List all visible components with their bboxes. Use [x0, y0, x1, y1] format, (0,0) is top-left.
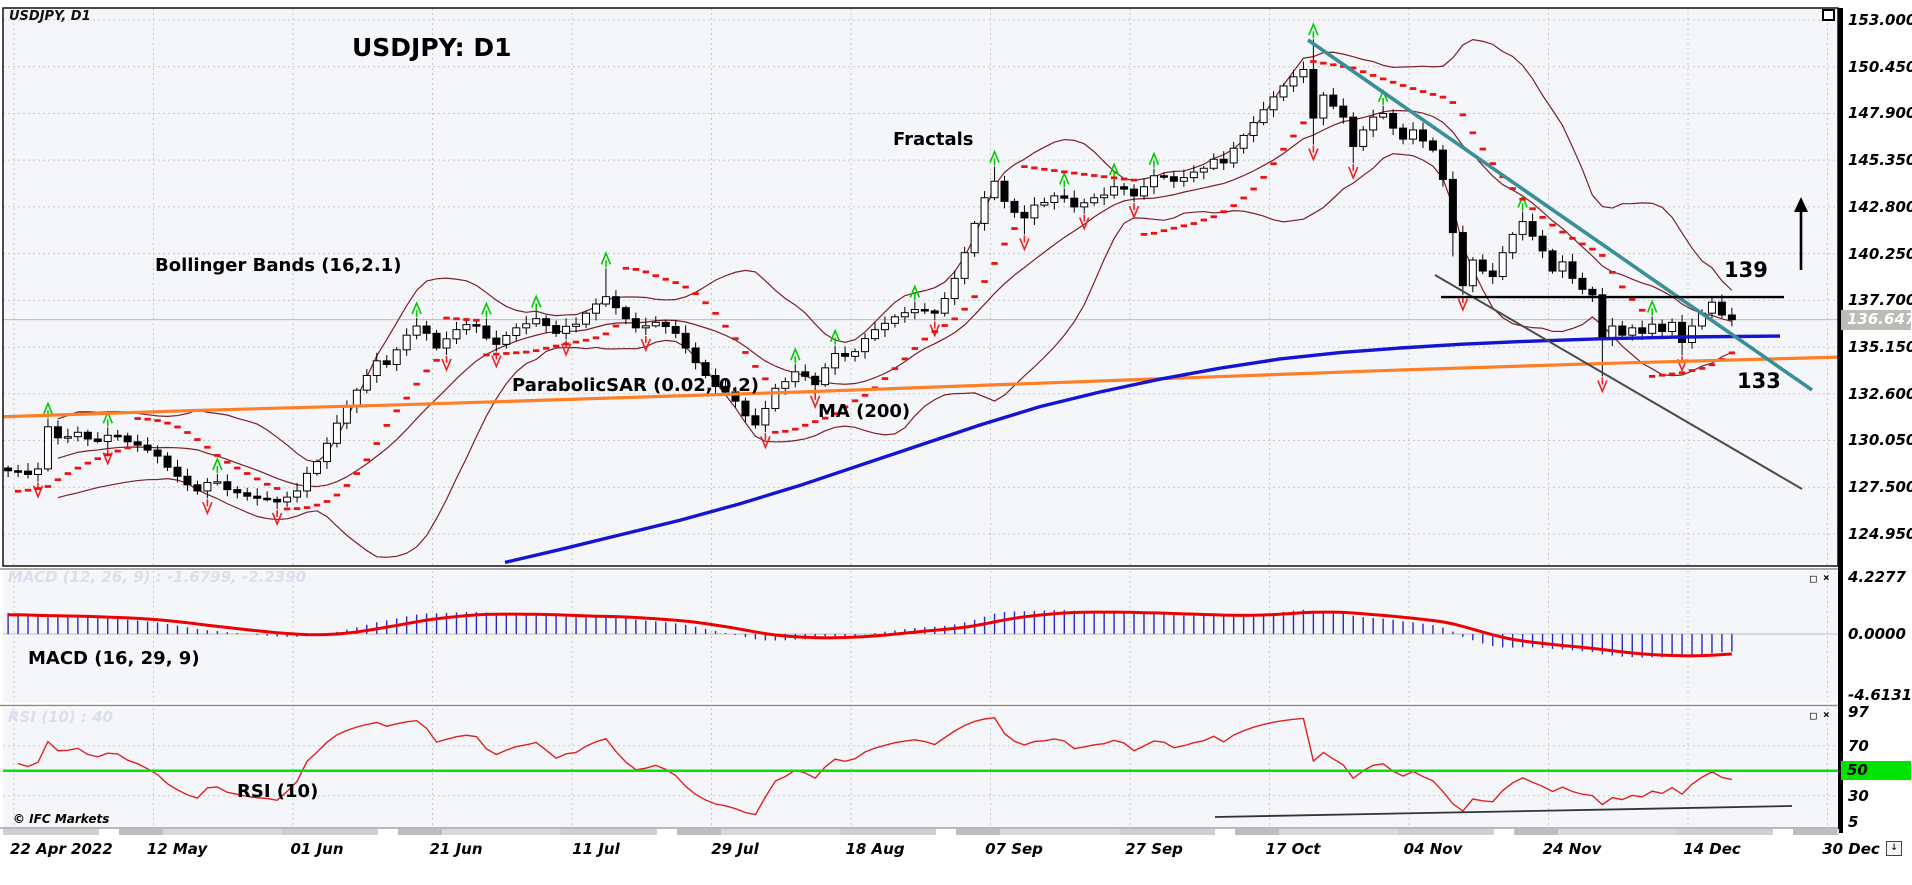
price-tick: 147.900 — [1848, 104, 1912, 122]
date-tick: 29 Jul — [711, 840, 759, 858]
date-tick: 12 May — [146, 840, 208, 858]
macd-watermark: MACD (12, 26, 9) : -1.6799, -2.2390 — [8, 568, 307, 586]
date-tick: 17 Oct — [1265, 840, 1321, 858]
date-tick: 30 Dec — [1822, 840, 1880, 858]
rsi-restore-icon[interactable]: □ — [1810, 709, 1817, 722]
date-tick: 01 Jun — [290, 840, 344, 858]
resistance-level-label: 139 — [1724, 258, 1768, 282]
date-tick: 21 Jun — [429, 840, 483, 858]
price-tick: 124.950 — [1848, 525, 1912, 543]
rsi-tick-5: 5 — [1848, 813, 1859, 831]
rsi-tick-70: 70 — [1848, 737, 1869, 755]
date-tick: 11 Jul — [572, 840, 620, 858]
date-tick: 27 Sep — [1125, 840, 1183, 858]
price-tick: 130.050 — [1848, 431, 1912, 449]
restore-window-icon[interactable] — [1822, 9, 1835, 21]
rsi-tick-30: 30 — [1848, 787, 1869, 805]
price-tick: 142.800 — [1848, 198, 1912, 216]
date-tick: 14 Dec — [1683, 840, 1741, 858]
rsi-50-tag: 50 — [1841, 761, 1911, 780]
current-price-tag: 136.647 — [1841, 310, 1912, 330]
rsi-close-icon[interactable]: × — [1823, 708, 1830, 721]
price-tick: 137.700 — [1848, 291, 1912, 309]
macd-max-tick: 4.2277 — [1848, 568, 1906, 586]
macd-min-tick: -4.6131 — [1848, 686, 1912, 704]
rsi-watermark: RSI (10) : 40 — [8, 708, 114, 726]
parabolic-sar-label: ParabolicSAR (0.02, 0.2) — [512, 375, 760, 396]
rsi-tick-97: 97 — [1848, 703, 1869, 721]
ma200-label: MA (200) — [818, 401, 911, 422]
price-tick: 153.000 — [1848, 11, 1912, 29]
date-tick: 24 Nov — [1542, 840, 1602, 858]
ifc-markets-copyright: © IFC Markets — [13, 812, 110, 826]
page-title: USDJPY: D1 — [352, 33, 512, 62]
price-tick: 140.250 — [1848, 245, 1912, 263]
date-tick: 04 Nov — [1403, 840, 1463, 858]
date-tick: 18 Aug — [845, 840, 905, 858]
scroll-to-end-icon[interactable]: ↓ — [1886, 841, 1902, 856]
macd-zero-tick: 0.0000 — [1848, 625, 1906, 643]
symbol-period-label: USDJPY, D1 — [9, 9, 91, 24]
date-tick: 07 Sep — [985, 840, 1043, 858]
bollinger-label: Bollinger Bands (16,2.1) — [155, 255, 402, 276]
horizontal-scrollbar[interactable] — [3, 829, 1839, 835]
date-tick: 22 Apr 2022 — [10, 840, 113, 858]
price-tick: 127.500 — [1848, 478, 1912, 496]
fractals-label: Fractals — [893, 129, 974, 150]
price-tick: 150.450 — [1848, 58, 1912, 76]
price-tick: 145.350 — [1848, 151, 1912, 169]
price-tick: 135.150 — [1848, 338, 1912, 356]
support-level-label: 133 — [1737, 369, 1781, 393]
macd-close-icon[interactable]: × — [1823, 571, 1830, 584]
rsi-label: RSI (10) — [237, 781, 319, 802]
macd-label: MACD (16, 29, 9) — [28, 648, 200, 669]
price-tick: 132.600 — [1848, 385, 1912, 403]
macd-restore-icon[interactable]: □ — [1810, 572, 1817, 585]
